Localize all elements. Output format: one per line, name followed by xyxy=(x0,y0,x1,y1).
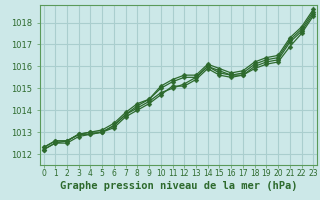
X-axis label: Graphe pression niveau de la mer (hPa): Graphe pression niveau de la mer (hPa) xyxy=(60,181,297,191)
